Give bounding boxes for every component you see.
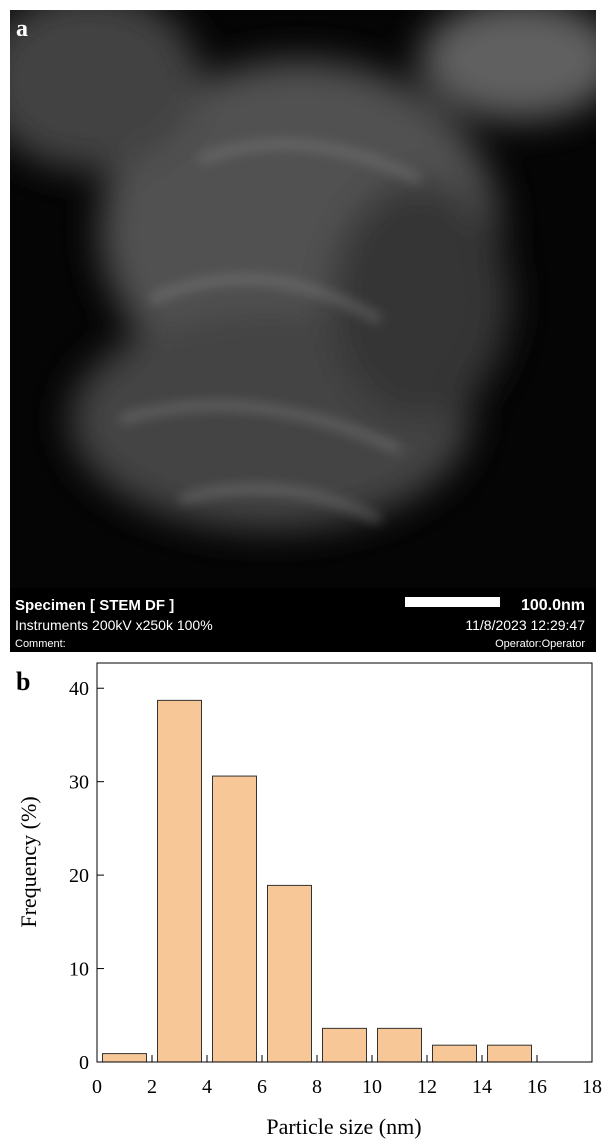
bar (103, 1054, 147, 1062)
y-tick-label: 30 (69, 772, 89, 794)
x-tick-label: 6 (257, 1076, 267, 1098)
x-tick-label: 16 (527, 1076, 547, 1098)
bar (323, 1028, 367, 1062)
bar (268, 885, 312, 1062)
x-tick-label: 8 (312, 1076, 322, 1098)
x-tick-label: 4 (202, 1076, 212, 1098)
bar (433, 1045, 477, 1062)
x-tick-label: 12 (417, 1076, 437, 1098)
y-tick-label: 20 (69, 865, 89, 887)
y-tick-label: 10 (69, 959, 89, 981)
bar (378, 1028, 422, 1062)
datetime: 11/8/2023 12:29:47 (465, 617, 585, 633)
y-axis-title: Frequency (%) (16, 796, 41, 927)
operator: Operator:Operator (495, 638, 585, 650)
x-tick-label: 18 (582, 1076, 602, 1098)
specimen: Specimen [ STEM DF ] (15, 597, 174, 614)
bar (213, 776, 257, 1062)
instruments: Instruments 200kV x250k 100% (15, 617, 213, 633)
x-tick-label: 14 (472, 1076, 492, 1098)
y-tick-label: 40 (69, 678, 89, 700)
micrograph (0, 0, 606, 652)
y-tick-label: 0 (79, 1052, 89, 1074)
x-tick-label: 10 (362, 1076, 382, 1098)
scale-bar-label: 100.0nm (521, 597, 585, 614)
panel-label: b (16, 667, 30, 696)
bar (488, 1045, 532, 1062)
bar (158, 700, 202, 1062)
x-tick-label: 0 (92, 1076, 102, 1098)
x-tick-label: 2 (147, 1076, 157, 1098)
x-axis-title: Particle size (nm) (266, 1114, 421, 1139)
figure: a Specimen [ STEM DF ] 100.0nm Instrumen… (0, 0, 606, 1142)
panel-label: a (16, 16, 28, 42)
comment: Comment: (15, 638, 66, 650)
